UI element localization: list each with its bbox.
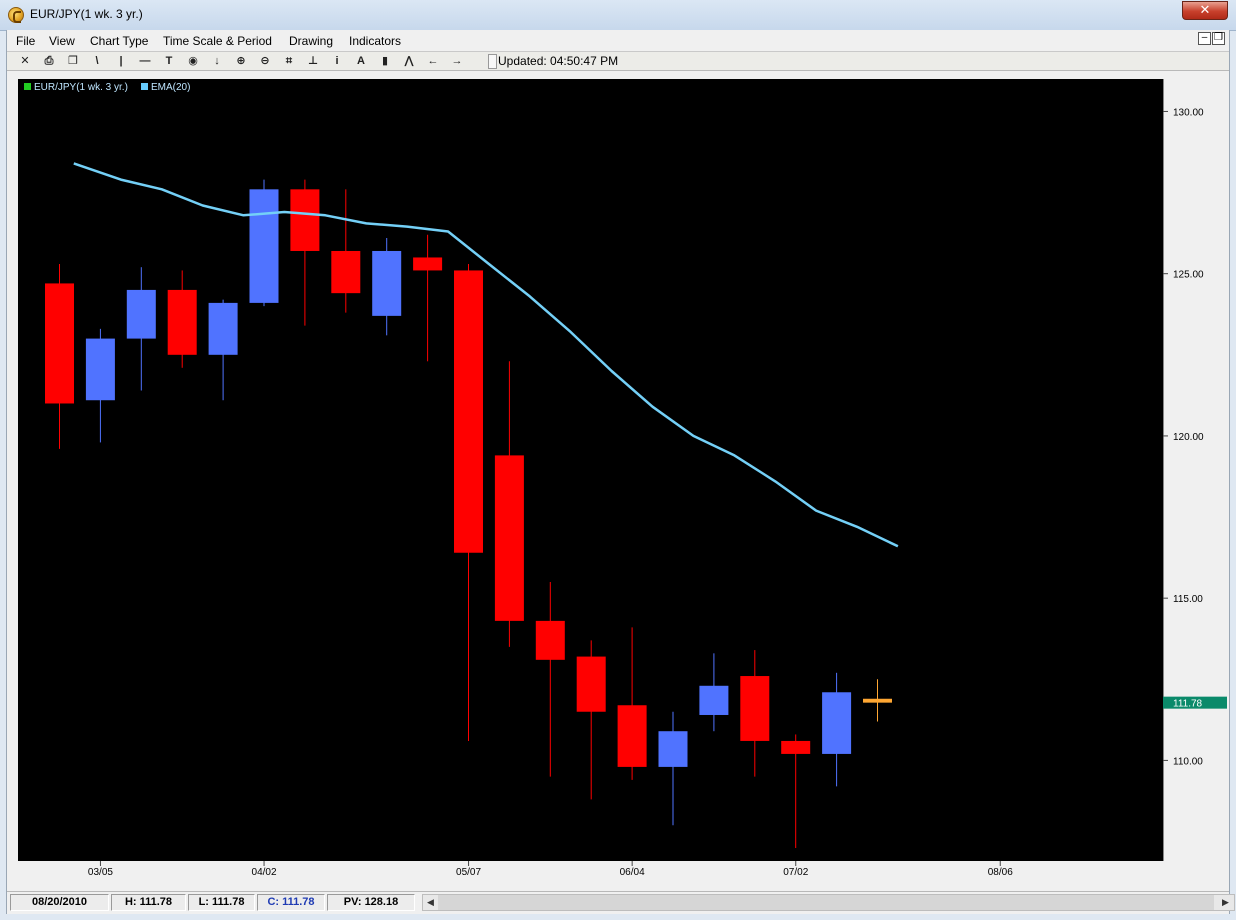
last-price-background xyxy=(1163,696,1227,709)
price-tick-label: 125.00 xyxy=(1173,270,1204,281)
copy-icon[interactable]: ❐ xyxy=(68,55,78,67)
candle-body xyxy=(290,189,320,251)
scroll-right-button[interactable]: ▶ xyxy=(1222,897,1229,907)
print-icon[interactable]: ⎙ xyxy=(44,55,54,67)
toolbar-separator xyxy=(488,54,497,69)
ema-series-line xyxy=(73,162,899,548)
last-price-tag: 111.78 xyxy=(1163,696,1227,710)
legend-swatch-ema xyxy=(141,83,148,90)
price-axis-panel xyxy=(1163,79,1227,861)
font-icon[interactable]: A xyxy=(357,55,365,67)
status-bar: 08/20/2010 H: 111.78 L: 111.78 C: 111.78… xyxy=(7,891,1235,914)
candle-body xyxy=(249,189,279,303)
info-icon[interactable]: i xyxy=(335,55,339,67)
scroll-right-icon[interactable]: → xyxy=(451,55,463,67)
time-tick-label: 08/06 xyxy=(988,867,1013,878)
zoom-in-icon[interactable]: ⊕ xyxy=(236,55,246,67)
arrow-down-icon[interactable]: ↓ xyxy=(214,55,220,67)
candle-body xyxy=(494,455,524,621)
horizontal-line-icon[interactable]: — xyxy=(139,55,151,67)
status-close: C: 111.78 xyxy=(257,894,325,911)
candle-body xyxy=(208,302,238,355)
price-tick-label: 130.00 xyxy=(1173,107,1204,118)
horizontal-scrollbar[interactable]: ◀ ▶ xyxy=(422,894,1235,911)
menu-bar: File View Chart Type Time Scale & Period… xyxy=(7,31,1229,51)
legend-swatch-price xyxy=(24,83,31,90)
menu-indicators[interactable]: Indicators xyxy=(349,34,402,48)
candle-body xyxy=(126,289,156,339)
target-icon[interactable]: ◉ xyxy=(188,55,198,67)
candle-body xyxy=(863,698,892,703)
candle-body xyxy=(658,731,688,767)
candle-body xyxy=(413,257,443,271)
vertical-line-icon[interactable]: | xyxy=(119,55,123,67)
last-price-label: 111.78 xyxy=(1173,699,1203,710)
menu-view[interactable]: View xyxy=(49,34,75,48)
candle-body xyxy=(617,705,647,767)
candle-body xyxy=(781,740,811,754)
crosshair-icon[interactable]: ✕ xyxy=(20,55,30,67)
status-pv: PV: 128.18 xyxy=(327,894,415,911)
menu-drawing[interactable]: Drawing xyxy=(289,34,334,48)
candle-body xyxy=(740,676,770,741)
trendline-icon[interactable]: \ xyxy=(95,55,99,67)
indicator-icon[interactable]: ⋀ xyxy=(404,55,414,67)
time-axis: 03/05 04/02 05/07 06/04 07/02 08/06 xyxy=(88,861,1013,878)
updated-time: Updated: 04:50:47 PM xyxy=(498,54,619,68)
zoom-out-icon[interactable]: ⊖ xyxy=(260,55,270,67)
candle-body xyxy=(85,338,115,401)
price-tick-label: 110.00 xyxy=(1173,756,1203,767)
mdi-restore-button[interactable]: ❐ xyxy=(1212,32,1225,45)
time-tick-label: 07/02 xyxy=(783,867,808,878)
scroll-thumb[interactable] xyxy=(438,895,1214,910)
candle-body xyxy=(372,250,402,316)
price-tick-label: 115.00 xyxy=(1173,594,1203,605)
baseline-icon[interactable]: ⊥ xyxy=(307,55,319,67)
price-tick-label: 120.00 xyxy=(1173,432,1204,443)
legend-label-price: EUR/JPY(1 wk. 3 yr.) xyxy=(34,82,128,93)
chart-area[interactable] xyxy=(18,79,1163,861)
candle-body xyxy=(331,250,361,294)
bar-chart-icon[interactable]: ▮ xyxy=(381,55,389,67)
fit-icon[interactable]: ⌗ xyxy=(285,55,293,67)
time-tick-label: 06/04 xyxy=(620,867,645,878)
candle-body xyxy=(576,656,606,712)
ema-line xyxy=(73,162,899,548)
menu-chart-type[interactable]: Chart Type xyxy=(90,34,149,48)
scroll-left-icon[interactable]: ← xyxy=(427,55,439,67)
menu-time-scale-period[interactable]: Time Scale & Period xyxy=(163,34,272,48)
time-tick-label: 04/02 xyxy=(252,867,277,878)
candle-body xyxy=(699,685,729,715)
status-low: L: 111.78 xyxy=(188,894,255,911)
legend: EUR/JPY(1 wk. 3 yr.) EMA(20) xyxy=(24,82,190,93)
time-tick-label: 03/05 xyxy=(88,867,113,878)
time-axis-panel xyxy=(18,861,1227,883)
time-tick-label: 05/07 xyxy=(456,867,481,878)
status-date: 08/20/2010 xyxy=(10,894,109,911)
legend-label-ema: EMA(20) xyxy=(151,82,190,93)
candle-body xyxy=(167,289,197,355)
candles xyxy=(45,179,892,849)
scroll-left-button[interactable]: ◀ xyxy=(427,897,434,907)
text-icon[interactable]: T xyxy=(165,55,173,67)
mdi-minimize-button[interactable]: – xyxy=(1198,32,1211,45)
toolbar: ✕ ⎙ ❐ \ | — T ◉ ↓ ⊕ ⊖ ⌗ ⊥ i A ▮ ⋀ ← → xyxy=(7,51,1229,71)
price-axis: 130.00 125.00 120.00 115.00 110.00 xyxy=(1163,79,1204,861)
window-title: EUR/JPY(1 wk. 3 yr.) xyxy=(30,7,143,21)
candle-body xyxy=(45,283,74,404)
candle-body xyxy=(454,270,483,553)
status-high: H: 111.78 xyxy=(111,894,186,911)
candle-body xyxy=(535,620,565,660)
candle-body xyxy=(822,692,852,754)
app-icon xyxy=(8,7,24,23)
menu-file[interactable]: File xyxy=(16,34,36,48)
close-button[interactable]: ✕ xyxy=(1182,1,1228,20)
